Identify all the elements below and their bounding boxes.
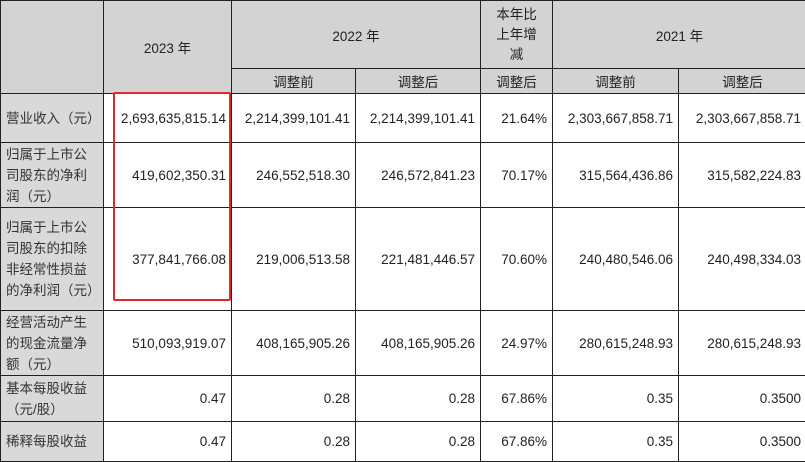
cell-value: 24.97% xyxy=(481,311,553,376)
cell-value: 280,615,248.93 xyxy=(553,311,679,376)
cell-value: 419,602,350.31 xyxy=(104,143,232,208)
cell-value: 0.28 xyxy=(232,376,356,422)
cell-value: 240,480,546.06 xyxy=(553,208,679,311)
cell-value: 315,564,436.86 xyxy=(553,143,679,208)
cell-value: 67.86% xyxy=(481,422,553,462)
cell-value: 21.64% xyxy=(481,94,553,143)
cell-value: 0.28 xyxy=(232,422,356,462)
header-corner xyxy=(1,1,104,94)
header-2023: 2023 年 xyxy=(104,1,232,94)
subheader: 调整前 xyxy=(232,69,356,94)
subheader: 调整后 xyxy=(356,69,481,94)
row-label: 经营活动产生的现金流量净额（元） xyxy=(1,311,104,376)
cell-value: 280,615,248.93 xyxy=(679,311,805,376)
cell-value: 219,006,513.58 xyxy=(232,208,356,311)
cell-value: 510,093,919.07 xyxy=(104,311,232,376)
cell-value: 2,303,667,858.71 xyxy=(679,94,805,143)
header-change: 本年比上年增减 xyxy=(481,1,553,69)
header-2021: 2021 年 xyxy=(553,1,805,69)
cell-value: 0.28 xyxy=(356,422,481,462)
cell-value: 70.60% xyxy=(481,208,553,311)
cell-value: 408,165,905.26 xyxy=(232,311,356,376)
header-2022: 2022 年 xyxy=(232,1,481,69)
cell-value: 0.35 xyxy=(553,422,679,462)
cell-value: 221,481,446.57 xyxy=(356,208,481,311)
cell-value: 67.86% xyxy=(481,376,553,422)
cell-value: 0.47 xyxy=(104,376,232,422)
cell-value: 408,165,905.26 xyxy=(356,311,481,376)
cell-value: 2,214,399,101.41 xyxy=(232,94,356,143)
row-label: 归属于上市公司股东的扣除非经常性损益的净利润（元） xyxy=(1,208,104,311)
row-label: 基本每股收益（元/股） xyxy=(1,376,104,422)
row-label: 归属于上市公司股东的净利润（元） xyxy=(1,143,104,208)
cell-value: 240,498,334.03 xyxy=(679,208,805,311)
cell-value: 2,303,667,858.71 xyxy=(553,94,679,143)
cell-value: 2,214,399,101.41 xyxy=(356,94,481,143)
subheader: 调整后 xyxy=(679,69,805,94)
cell-value: 246,552,518.30 xyxy=(232,143,356,208)
cell-value: 0.28 xyxy=(356,376,481,422)
cell-value: 0.35 xyxy=(553,376,679,422)
subheader: 调整后 xyxy=(481,69,553,94)
cell-value: 2,693,635,815.14 xyxy=(104,94,232,143)
subheader: 调整前 xyxy=(553,69,679,94)
cell-value: 0.3500 xyxy=(679,376,805,422)
cell-value: 70.17% xyxy=(481,143,553,208)
cell-value: 315,582,224.83 xyxy=(679,143,805,208)
row-label: 营业收入（元） xyxy=(1,94,104,143)
cell-value: 377,841,766.08 xyxy=(104,208,232,311)
cell-value: 0.3500 xyxy=(679,422,805,462)
cell-value: 246,572,841.23 xyxy=(356,143,481,208)
cell-value: 0.47 xyxy=(104,422,232,462)
row-label: 稀释每股收益 xyxy=(1,422,104,462)
